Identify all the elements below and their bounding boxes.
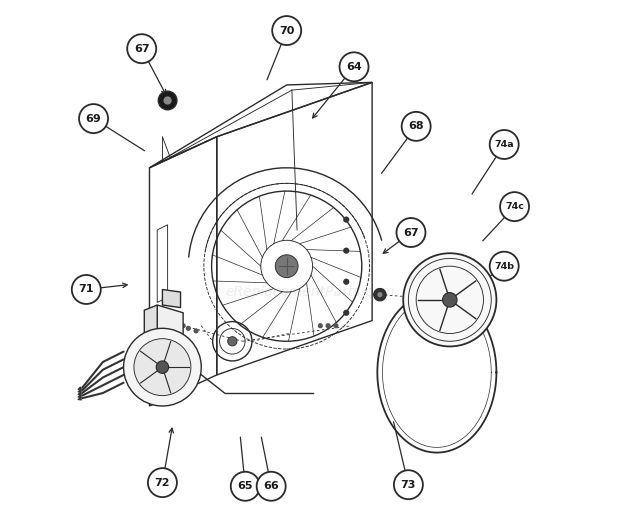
Circle shape: [318, 323, 323, 328]
Circle shape: [374, 289, 386, 301]
Circle shape: [156, 361, 169, 373]
Circle shape: [134, 339, 191, 396]
Text: 69: 69: [86, 114, 102, 124]
Circle shape: [334, 323, 339, 328]
Text: 73: 73: [401, 480, 416, 490]
Circle shape: [72, 275, 101, 304]
Circle shape: [123, 328, 202, 406]
Text: 67: 67: [134, 44, 149, 54]
Circle shape: [272, 16, 301, 45]
Polygon shape: [162, 290, 180, 307]
Circle shape: [158, 91, 177, 110]
Circle shape: [127, 34, 156, 63]
Text: 74a: 74a: [494, 140, 514, 149]
Text: 74c: 74c: [505, 202, 524, 211]
Text: 71: 71: [79, 284, 94, 294]
Polygon shape: [157, 305, 183, 349]
Circle shape: [340, 52, 368, 81]
Circle shape: [403, 253, 497, 347]
Circle shape: [443, 293, 457, 307]
Text: 72: 72: [154, 478, 170, 488]
Circle shape: [343, 247, 349, 254]
Circle shape: [79, 104, 108, 133]
Text: 74b: 74b: [494, 262, 514, 271]
Circle shape: [275, 255, 298, 278]
Text: 68: 68: [409, 121, 424, 132]
Text: 67: 67: [403, 228, 418, 238]
Polygon shape: [144, 305, 157, 347]
Circle shape: [164, 97, 172, 104]
Circle shape: [394, 470, 423, 499]
Text: 64: 64: [346, 62, 362, 72]
Circle shape: [180, 323, 186, 328]
Circle shape: [500, 192, 529, 221]
Circle shape: [490, 252, 519, 281]
Text: eReplacementParts.com: eReplacementParts.com: [225, 285, 395, 299]
Text: 65: 65: [237, 481, 253, 491]
Circle shape: [326, 323, 330, 328]
Circle shape: [148, 468, 177, 497]
Text: 70: 70: [279, 26, 294, 35]
Text: 66: 66: [264, 481, 279, 491]
Circle shape: [343, 310, 349, 316]
Circle shape: [193, 328, 198, 334]
Circle shape: [186, 326, 191, 331]
Circle shape: [343, 217, 349, 223]
Circle shape: [378, 292, 383, 297]
Circle shape: [257, 472, 286, 501]
Circle shape: [490, 130, 519, 159]
Circle shape: [402, 112, 431, 141]
Circle shape: [396, 218, 425, 247]
Circle shape: [228, 337, 237, 346]
Circle shape: [231, 472, 260, 501]
Circle shape: [343, 279, 349, 285]
